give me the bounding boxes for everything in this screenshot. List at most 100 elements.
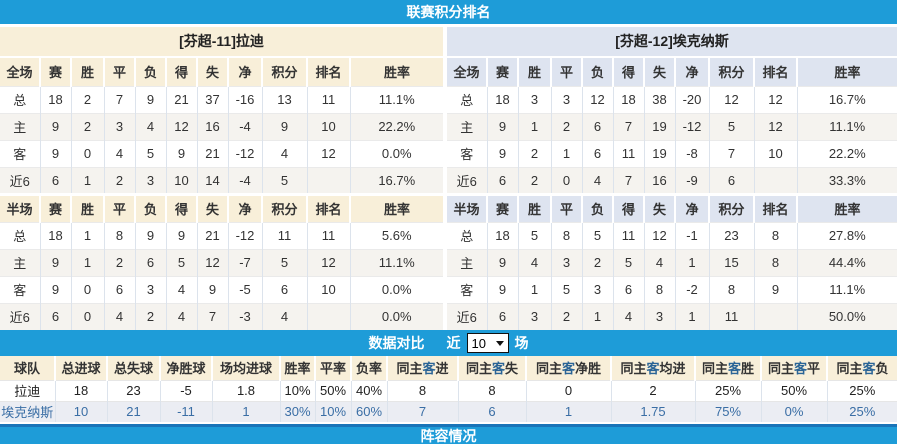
win-rate-value: 22.2%: [349, 112, 443, 140]
stat-value: 1: [517, 275, 551, 303]
rank-value: 8: [753, 221, 797, 249]
stat-value: 9: [486, 112, 518, 140]
column-header: 积分: [708, 192, 754, 222]
stat-value: 8: [643, 275, 675, 303]
column-header: 赛: [39, 192, 71, 222]
stat-value: 0: [70, 302, 104, 330]
stat-value: 2: [103, 166, 135, 194]
stat-value: 18: [486, 221, 518, 249]
column-header: 净: [674, 58, 709, 86]
comparison-value: 0: [525, 379, 611, 401]
column-header: 排名: [306, 192, 350, 222]
stat-value: 6: [134, 248, 166, 276]
stat-value: 16: [643, 166, 675, 194]
comparison-column-header: 总失球: [106, 356, 160, 380]
stat-value: 2: [70, 112, 104, 140]
points-value: 5: [261, 166, 307, 194]
comparison-value: 60%: [350, 400, 387, 422]
row-label-total: 总: [0, 85, 40, 113]
stat-value: -1: [674, 221, 709, 249]
comparison-value: 1.8: [211, 379, 280, 401]
stat-value: 4: [643, 248, 675, 276]
rank-value: [753, 302, 797, 330]
win-rate-value: 33.3%: [796, 166, 897, 194]
stats-row-home: 主 9 2 3 4 12 16 -4 9 10 22.2%: [0, 112, 443, 140]
comparison-column-header: 负率: [350, 356, 387, 380]
column-header: 失: [643, 192, 675, 222]
stats-row-recent: 近6 6 0 4 2 4 7 -3 4 0.0%: [0, 302, 443, 330]
stat-value: 4: [103, 139, 135, 167]
away-team-table-title: [芬超-12]埃克纳斯: [447, 27, 897, 56]
column-header: 积分: [261, 58, 307, 86]
stats-row-total: 总 18 2 7 9 21 37 -16 13 11 11.1%: [0, 85, 443, 113]
column-header: 赛: [486, 192, 518, 222]
column-header: 负: [581, 192, 613, 222]
stat-value: 5: [134, 139, 166, 167]
stat-value: 4: [581, 166, 613, 194]
win-rate-value: 50.0%: [796, 302, 897, 330]
points-value: 11: [708, 302, 754, 330]
stats-row-home: 主 9 4 3 2 5 4 1 15 8 44.4%: [447, 248, 897, 276]
points-value: 9: [261, 112, 307, 140]
lineup-section-bar: 阵容情况: [0, 424, 897, 444]
column-header: 得: [612, 58, 644, 86]
stat-value: 7: [612, 112, 644, 140]
row-label-total: 总: [447, 85, 487, 113]
points-value: 8: [708, 275, 754, 303]
comparison-value: 1: [211, 400, 280, 422]
column-header: 排名: [753, 58, 797, 86]
rank-value: 9: [753, 275, 797, 303]
points-value: 7: [708, 139, 754, 167]
stat-value: -4: [227, 166, 262, 194]
column-header: 胜: [70, 192, 104, 222]
stat-value: 5: [612, 248, 644, 276]
win-rate-value: 11.1%: [349, 248, 443, 276]
data-compare-bar: 数据对比 近 10 场: [0, 330, 897, 356]
league-ranking-title-bar: 联赛积分排名: [0, 0, 897, 24]
win-rate-value: 22.2%: [796, 139, 897, 167]
stat-value: 6: [581, 139, 613, 167]
stat-value: 16: [196, 112, 228, 140]
stat-value: 12: [581, 85, 613, 113]
column-header: 平: [550, 58, 582, 86]
comparison-column-header: 球队: [0, 356, 55, 380]
stat-value: 9: [39, 248, 71, 276]
column-header: 胜率: [796, 58, 897, 86]
win-rate-value: 11.1%: [349, 85, 443, 113]
points-value: 12: [708, 85, 754, 113]
recent-matches-select[interactable]: 10: [466, 333, 509, 353]
stat-value: 12: [165, 112, 197, 140]
comparison-value: 30%: [279, 400, 315, 422]
comparison-value: 10%: [314, 400, 351, 422]
stat-value: 6: [486, 302, 518, 330]
stat-value: -12: [227, 139, 262, 167]
comparison-value: 50%: [314, 379, 351, 401]
win-rate-value: 16.7%: [349, 166, 443, 194]
points-value: 4: [261, 302, 307, 330]
column-header: 胜: [517, 192, 551, 222]
comparison-value: 1: [525, 400, 611, 422]
comparison-value: 40%: [350, 379, 387, 401]
stat-value: 7: [196, 302, 228, 330]
row-label-home: 主: [0, 248, 40, 276]
points-value: 5: [708, 112, 754, 140]
stat-value: -7: [227, 248, 262, 276]
stat-value: 12: [643, 221, 675, 249]
stat-value: 6: [39, 302, 71, 330]
column-header: 排名: [306, 58, 350, 86]
stat-value: 11: [612, 221, 644, 249]
comparison-column-header: 总进球: [54, 356, 107, 380]
rank-value: 12: [753, 112, 797, 140]
column-header: 半场: [447, 192, 487, 222]
rank-value: 12: [753, 85, 797, 113]
column-header: 负: [134, 192, 166, 222]
stat-value: 5: [517, 221, 551, 249]
points-value: 6: [708, 166, 754, 194]
stats-row-total: 总 18 5 8 5 11 12 -1 23 8 27.8%: [447, 221, 897, 249]
points-value: 6: [261, 275, 307, 303]
comparison-value: 18: [54, 379, 107, 401]
comparison-column-header: 同主客平: [760, 356, 827, 380]
column-header: 平: [550, 192, 582, 222]
win-rate-value: 0.0%: [349, 302, 443, 330]
